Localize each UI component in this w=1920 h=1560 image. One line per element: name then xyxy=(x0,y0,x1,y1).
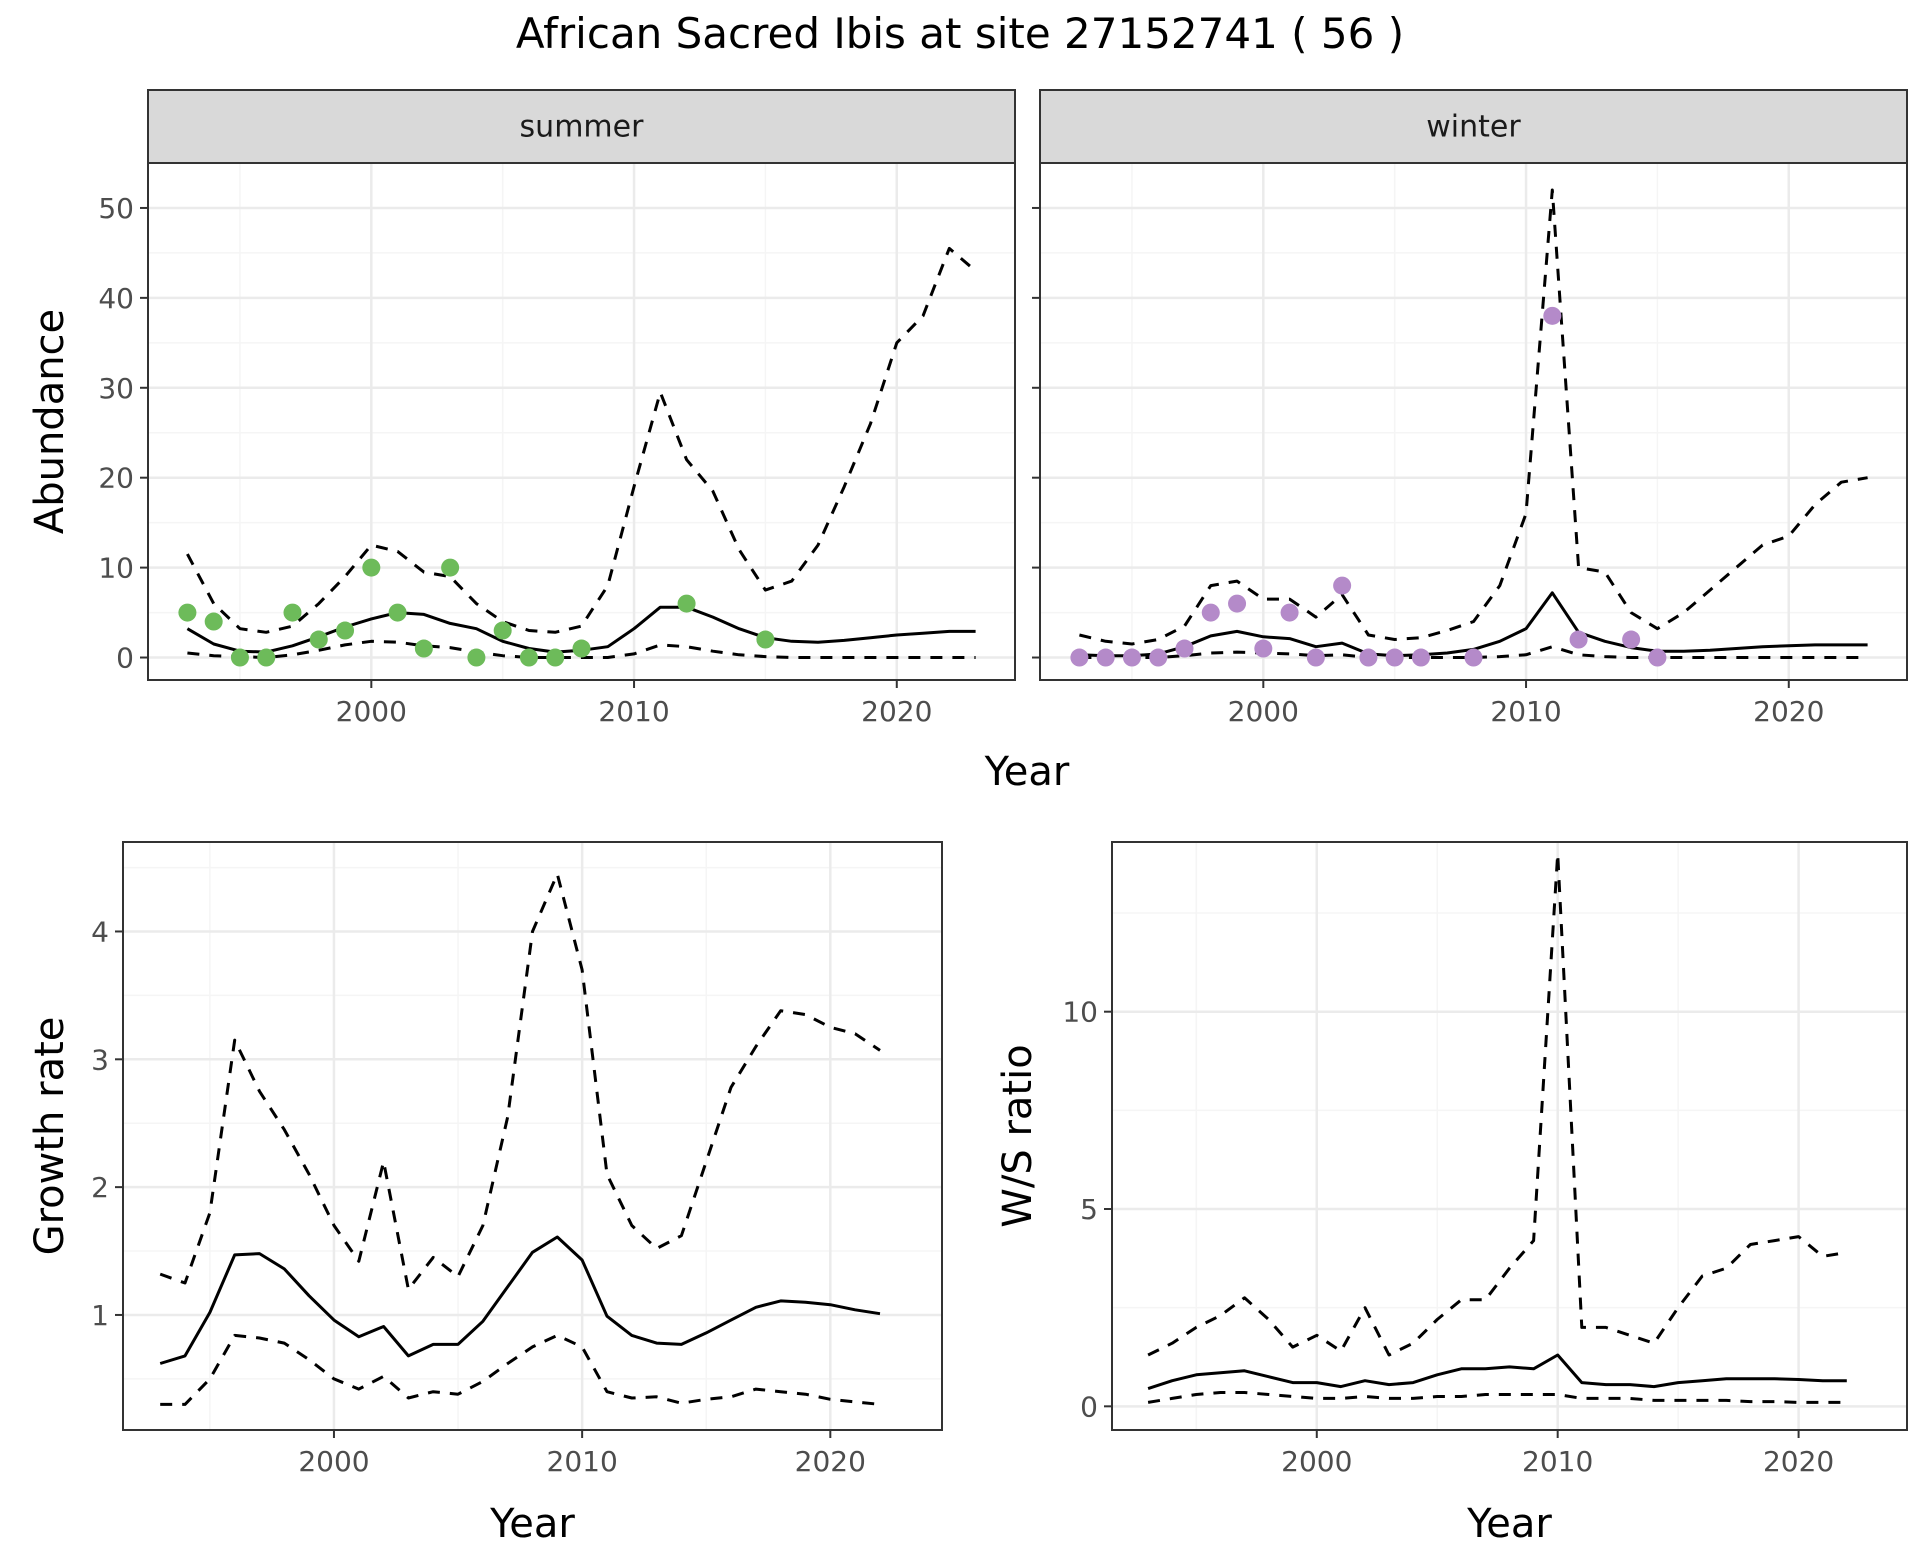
facet-strip xyxy=(1039,89,1908,164)
data-point xyxy=(414,639,433,658)
series-line-dashed-0 xyxy=(1147,852,1848,1357)
y-tick-label: 50 xyxy=(98,192,134,225)
series-line-dashed-2 xyxy=(160,1333,881,1406)
x-tick-label: 2000 xyxy=(1228,695,1299,728)
y-tick-label: 20 xyxy=(98,462,134,495)
data-point xyxy=(519,648,538,667)
data-point xyxy=(546,648,565,667)
y-tick-label: 0 xyxy=(116,642,134,675)
data-point xyxy=(1175,639,1194,658)
series-line-solid-1 xyxy=(159,1235,881,1365)
data-point xyxy=(1622,630,1641,649)
panel-background xyxy=(148,163,1015,680)
data-point xyxy=(1359,648,1378,667)
data-point xyxy=(178,603,197,622)
facet-strip xyxy=(147,89,1016,164)
panel-summer: summer 2000 2010 2020 0 10 20 30 40 50 Abundance xyxy=(27,89,1016,728)
data-point xyxy=(441,558,460,577)
panel-border xyxy=(122,841,943,1431)
data-point xyxy=(1122,648,1141,667)
main-title: African Sacred Ibis at site 27152741 ( 5… xyxy=(516,9,1404,58)
panel-background xyxy=(1040,163,1907,680)
data-point xyxy=(1228,594,1247,613)
data-point xyxy=(336,621,355,640)
data-point xyxy=(309,630,328,649)
data-point xyxy=(230,648,249,667)
data-point xyxy=(1569,630,1588,649)
y-tick-label: 10 xyxy=(1062,996,1098,1029)
x-tick-label: 2010 xyxy=(547,1445,618,1478)
data-point xyxy=(1070,648,1089,667)
data-point xyxy=(1385,648,1404,667)
series-line-dashed-2 xyxy=(1147,1391,1847,1404)
data-point xyxy=(1201,603,1220,622)
y-tick-label: 10 xyxy=(98,552,134,585)
panel-growth: 2000 2010 2020 1 2 3 4 Year Growth rate xyxy=(27,841,943,1547)
panel-ratio: 2000 2010 2020 0 5 10 Year W/S ratio xyxy=(995,841,1908,1547)
data-point xyxy=(283,603,302,622)
x-tick-label: 2020 xyxy=(861,695,932,728)
y-tick-label: 40 xyxy=(98,282,134,315)
facet-strip-label: summer xyxy=(520,110,645,145)
panel-winter: winter 2000 2010 2020 xyxy=(1032,89,1908,728)
data-point xyxy=(1149,648,1168,667)
panel-background xyxy=(1112,842,1907,1430)
series-line-solid-1 xyxy=(1147,1353,1847,1391)
x-tick-label: 2010 xyxy=(1490,695,1561,728)
data-point xyxy=(1411,648,1430,667)
x-tick-label: 2010 xyxy=(598,695,669,728)
data-point xyxy=(1464,648,1483,667)
facet-strip-label: winter xyxy=(1426,110,1521,145)
data-point xyxy=(1648,648,1667,667)
panel-border xyxy=(1111,841,1908,1431)
data-point xyxy=(493,621,512,640)
x-tick-label: 2010 xyxy=(1522,1445,1593,1478)
data-point xyxy=(1333,576,1352,595)
data-point xyxy=(677,594,696,613)
data-point xyxy=(362,558,381,577)
x-tick-label: 2020 xyxy=(795,1445,866,1478)
x-axis-title-shared: Year xyxy=(984,749,1070,795)
data-point xyxy=(388,603,407,622)
data-point xyxy=(572,639,591,658)
y-axis-title: Growth rate xyxy=(27,1017,73,1256)
y-tick-label: 5 xyxy=(1080,1193,1098,1226)
data-point xyxy=(1306,648,1325,667)
series-line-dashed-0 xyxy=(1079,188,1868,646)
x-tick-label: 2000 xyxy=(298,1445,369,1478)
data-point xyxy=(204,612,223,631)
x-axis-title: Year xyxy=(1466,1501,1552,1547)
y-tick-label: 1 xyxy=(91,1299,109,1332)
data-point xyxy=(1254,639,1273,658)
data-point xyxy=(756,630,775,649)
x-tick-label: 2000 xyxy=(336,695,407,728)
y-tick-label: 2 xyxy=(91,1171,109,1204)
x-axis-title: Year xyxy=(489,1501,575,1547)
y-tick-label: 30 xyxy=(98,372,134,405)
data-point xyxy=(467,648,486,667)
y-tick-label: 3 xyxy=(91,1043,109,1076)
x-tick-label: 2000 xyxy=(1281,1445,1352,1478)
y-axis-title: W/S ratio xyxy=(995,1044,1041,1227)
data-point xyxy=(1096,648,1115,667)
panel-background xyxy=(123,842,942,1430)
data-point xyxy=(1543,306,1562,325)
data-point xyxy=(257,648,276,667)
y-tick-label: 4 xyxy=(91,915,109,948)
y-axis-title: Abundance xyxy=(27,309,73,534)
x-tick-label: 2020 xyxy=(1763,1445,1834,1478)
x-tick-label: 2020 xyxy=(1753,695,1824,728)
data-point xyxy=(1280,603,1299,622)
series-line-dashed-0 xyxy=(186,246,977,634)
y-tick-label: 0 xyxy=(1080,1390,1098,1423)
